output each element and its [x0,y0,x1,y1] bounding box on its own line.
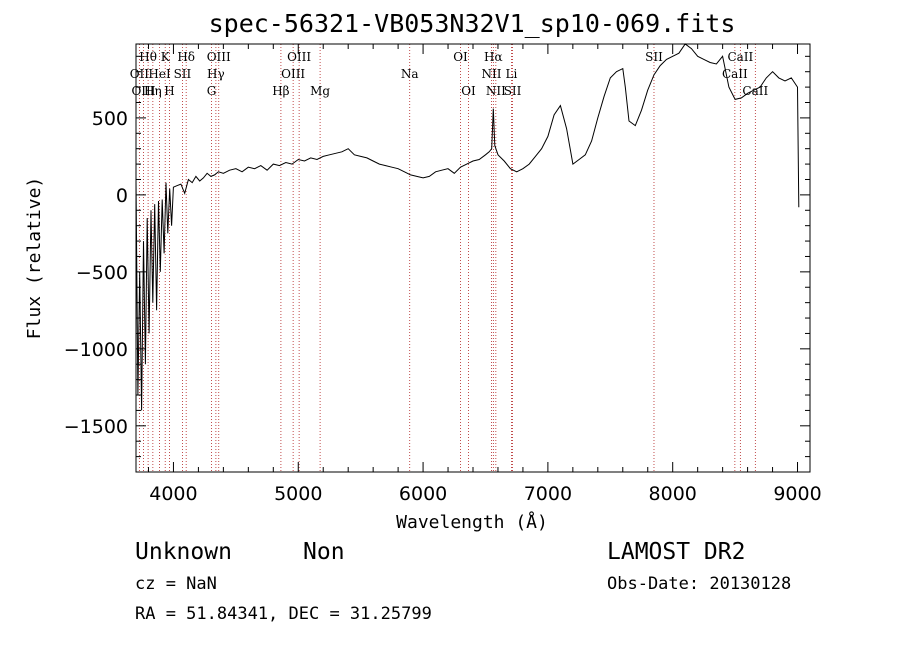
x-tick-label: 5000 [274,483,322,505]
y-tick-label: −1000 [64,339,128,361]
line-marker-label: HeI [148,67,171,81]
y-axis-label: Flux (relative) [24,177,45,340]
line-marker-label: H [164,84,174,98]
emission-line-markers [138,44,756,472]
x-tick-label: 7000 [524,483,572,505]
x-axis-label: Wavelength (Å) [396,511,548,533]
line-marker-label: Hδ [177,50,195,64]
line-marker-label: Mg [310,84,330,98]
chart-title: spec-56321-VB053N32V1_sp10-069.fits [209,9,736,38]
survey-name: LAMOST DR2 [607,539,745,565]
x-tick-label: 4000 [149,483,197,505]
x-tick-label: 6000 [399,483,447,505]
line-marker-label: OI [453,50,468,64]
line-marker-label: Hβ [272,84,289,98]
line-marker-label: Hθ [139,50,157,64]
line-marker-label: NII [486,84,506,98]
line-marker-label: OI [461,84,476,98]
line-marker-label: SII [645,50,663,64]
y-tick-label: −500 [76,262,128,284]
line-marker-label: Li [506,67,518,81]
object-subclass: Non [303,539,345,565]
line-marker-label: CaII [742,84,768,98]
line-marker-label: OIII [207,50,231,64]
y-tick-label: 0 [116,185,128,207]
line-marker-label: SII [174,67,192,81]
line-marker-label: Hη [144,84,162,98]
x-tick-label: 9000 [773,483,821,505]
line-marker-label: SII [504,84,522,98]
x-axis: 4000 5000 6000 7000 8000 9000 [147,44,822,505]
line-marker-label: OII [130,67,150,81]
line-marker-label: NII [481,67,501,81]
object-class: Unknown [135,539,232,565]
line-marker-label: Na [401,67,419,81]
line-marker-label: Hγ [207,67,225,81]
line-marker-label: OIII [281,67,305,81]
y-axis: −1500 −1000 −500 0 500 [64,55,810,458]
spectrum-series [135,43,800,411]
line-marker-label: Hα [484,50,503,64]
y-tick-label: −1500 [64,416,128,438]
line-marker-label: K [161,50,171,64]
spectrum-line [135,43,800,411]
obs-date: Obs-Date: 20130128 [607,574,791,594]
line-marker-label: CaII [722,67,748,81]
y-tick-label: 500 [92,108,128,130]
line-marker-label: OIII [287,50,311,64]
line-marker-label: CaII [727,50,753,64]
line-marker-label: G [207,84,217,98]
coordinates: RA = 51.84341, DEC = 31.25799 [135,604,432,624]
x-tick-label: 8000 [649,483,697,505]
plot-frame [135,43,811,473]
redshift-value: cz = NaN [135,574,217,594]
